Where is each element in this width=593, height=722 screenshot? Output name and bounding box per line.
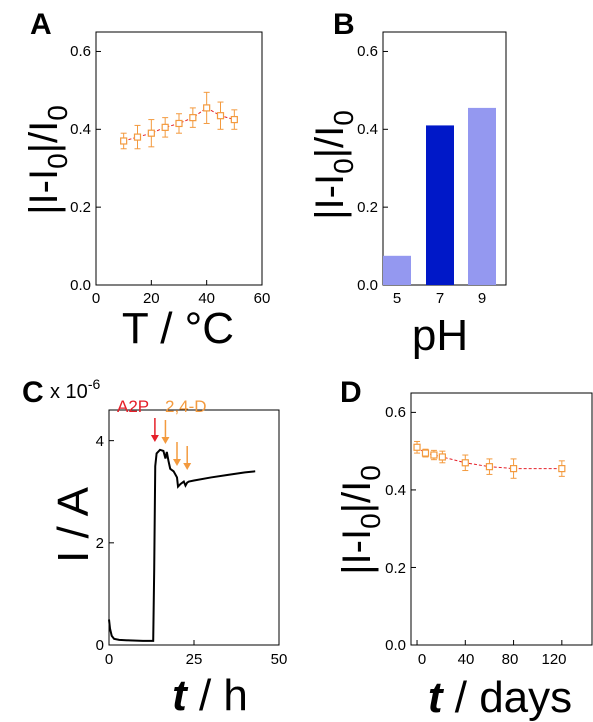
panel-b-xtick: 9: [478, 290, 486, 307]
panel-a-connector: [123, 107, 235, 142]
annotation-a2p: A2P: [117, 397, 149, 416]
panel-d-ytick: 0.6: [385, 404, 406, 421]
panel-b-bar: [426, 125, 454, 286]
panel-d-xlabel: t / days: [428, 673, 572, 722]
panel-a-xtick: 60: [254, 290, 271, 307]
panel-a-point: [175, 119, 183, 128]
panel-a-frame: [95, 31, 263, 286]
panel-c-letter: C: [22, 376, 44, 409]
panel-b-xlabel: pH: [412, 311, 468, 360]
panel-d-xtick: 40: [458, 651, 475, 668]
panel-b-ytick: 0.2: [357, 199, 378, 216]
panel-d-ticks: [411, 411, 563, 646]
panel-a-ylabel: |I-I0|/I0: [22, 105, 73, 215]
panel-c-ytick: 4: [96, 433, 104, 450]
panel-c-annotation-arrowhead: [173, 459, 181, 466]
panel-b-bar: [468, 107, 496, 286]
panel-d-point: [421, 449, 430, 457]
panel-b-plot: [383, 107, 496, 286]
panel-b-xtick: 7: [436, 290, 444, 307]
panel-a-point: [133, 133, 142, 141]
panel-a-ytick: 0.4: [70, 121, 91, 138]
panel-a-xtick: 0: [92, 290, 100, 307]
panel-c-xtick: 25: [186, 651, 203, 668]
panel-d: D 0 40 80 120 0.0 0.2 0.4 0.6 |I-I0|/I0 …: [335, 376, 593, 722]
annotation-24d: 2,4-D: [165, 397, 207, 416]
panel-d-xtick: 120: [541, 651, 566, 668]
panel-d-plot: [413, 440, 566, 479]
panel-a-point: [216, 112, 225, 120]
panel-d-xtick: 80: [502, 651, 519, 668]
panel-d-ylabel: |I-I0|/I0: [335, 465, 386, 575]
panel-c-frame: [108, 409, 280, 646]
panel-c-ytick: 0: [96, 637, 104, 654]
panel-a-letter: A: [30, 8, 52, 41]
panel-c-ticks: [108, 440, 280, 646]
panel-c-ylabel: I / A: [49, 486, 98, 562]
panel-d-xtick: 0: [418, 651, 426, 668]
panel-c-xtick: 50: [271, 651, 288, 668]
panel-b-bar: [383, 255, 411, 285]
panel-b: B 5 7 9 0.0 0.2 0.4 0.6 |I-I0|/I0 pH: [308, 8, 507, 360]
panel-c-scale: x 10-6: [50, 376, 100, 403]
panel-d-ytick: 0.2: [385, 560, 406, 577]
panel-b-ytick: 0.4: [357, 121, 378, 138]
panel-d-point: [558, 465, 566, 473]
panel-d-letter: D: [340, 376, 362, 409]
panel-c-trace: [108, 448, 256, 642]
panel-c-ytick: 2: [96, 535, 104, 552]
panel-d-point: [461, 459, 469, 467]
panel-a-point: [230, 115, 238, 124]
panel-b-ytick: 0.0: [357, 277, 378, 294]
panel-a-ytick: 0.6: [70, 43, 91, 60]
panel-a-plot: [120, 91, 238, 150]
panel-a-point: [120, 137, 128, 145]
panel-d-point: [485, 463, 494, 471]
panel-d-ytick: 0.4: [385, 482, 406, 499]
panel-a-xtick: 40: [198, 290, 215, 307]
panel-a-point: [147, 129, 155, 137]
panel-c-xtick: 0: [105, 651, 113, 668]
panel-b-xtick: 5: [393, 290, 401, 307]
panel-d-ytick: 0.0: [385, 637, 406, 654]
panel-c-annotation-arrowhead: [183, 463, 192, 470]
panel-a-ticks: [95, 50, 263, 286]
panel-a-point: [161, 123, 169, 131]
panel-b-ylabel: |I-I0|/I0: [308, 110, 359, 220]
panel-c: C x 10-6 0 25 50 0 2 4 I / A t / h A2P 2…: [22, 376, 287, 720]
panel-c-annotation-arrowhead: [150, 435, 159, 442]
panel-d-point: [509, 465, 518, 473]
panel-a-point: [189, 114, 197, 122]
panel-c-xlabel: t / h: [172, 671, 248, 720]
panel-d-point: [413, 443, 421, 451]
panel-c-plot: [108, 418, 256, 642]
panel-a-ytick: 0.2: [70, 199, 91, 216]
panel-a-point: [203, 104, 211, 112]
panel-d-point: [438, 453, 446, 461]
panel-a-xtick: 20: [143, 290, 160, 307]
panel-d-point: [430, 451, 438, 459]
panel-a-xlabel: T / °C: [122, 304, 234, 353]
panel-d-frame: [410, 392, 593, 646]
panel-b-letter: B: [333, 8, 355, 41]
panel-b-ytick: 0.6: [357, 43, 378, 60]
panel-c-annotation-arrowhead: [161, 437, 170, 444]
panel-a-ytick: 0.0: [70, 277, 91, 294]
panel-a: A 0 20 40 60 0.0 0.2 0.4 0.6 |I-I0|/I0 T…: [22, 8, 270, 353]
